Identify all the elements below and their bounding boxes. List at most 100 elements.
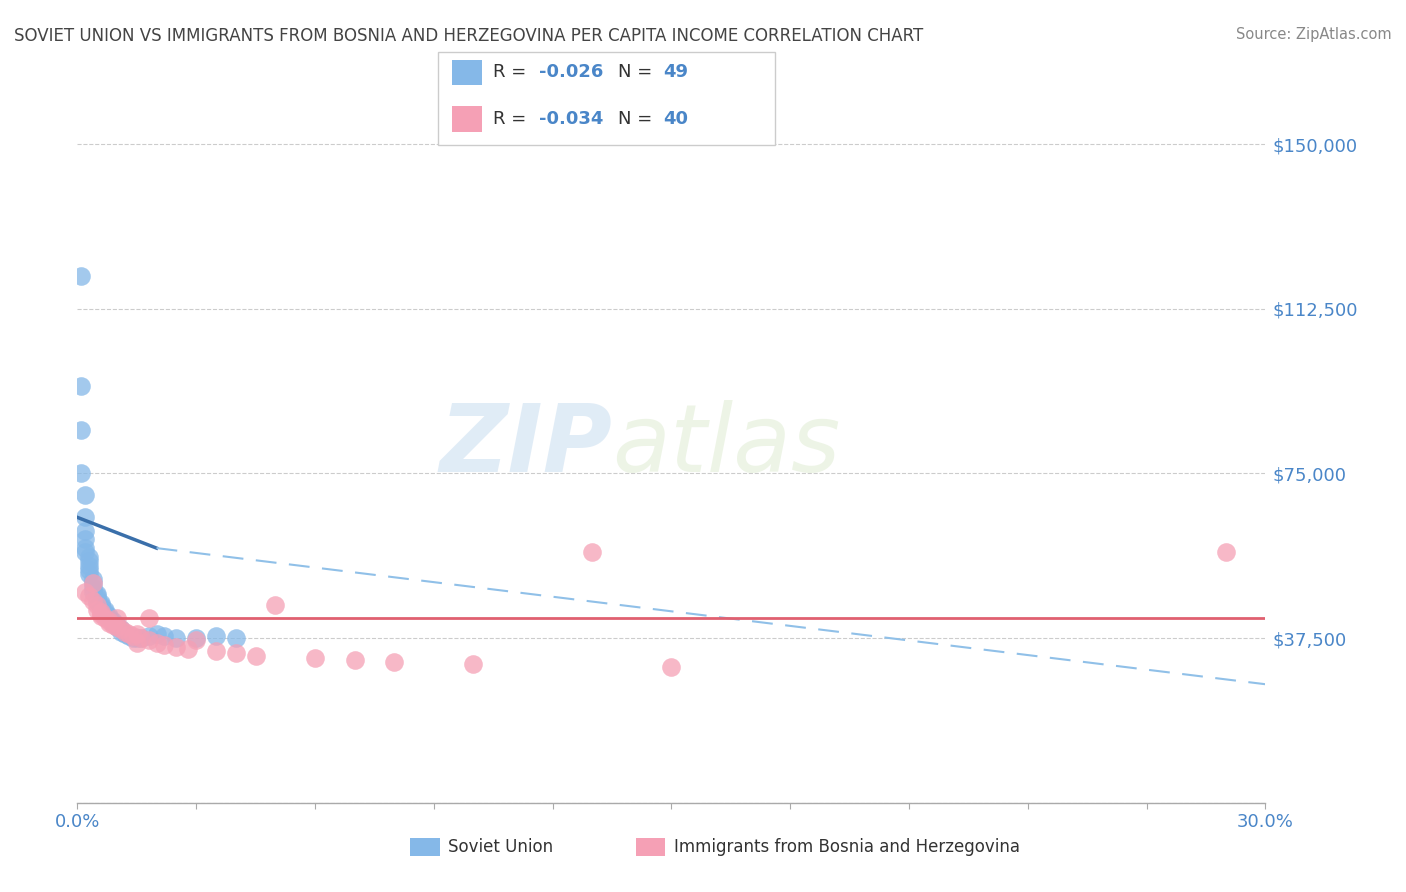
Point <box>94 605 117 619</box>
Text: Soviet Union: Soviet Union <box>449 838 553 856</box>
Point <box>110 623 132 637</box>
Point <box>125 626 148 640</box>
Point <box>82 572 104 586</box>
Text: atlas: atlas <box>612 401 841 491</box>
Point <box>90 607 112 621</box>
Point <box>225 631 247 645</box>
Point <box>145 626 167 640</box>
Point <box>382 655 405 669</box>
Point <box>77 549 100 564</box>
Point <box>463 657 485 672</box>
Text: N =: N = <box>619 110 658 128</box>
Text: Source: ZipAtlas.com: Source: ZipAtlas.com <box>1236 27 1392 42</box>
Point <box>86 598 108 612</box>
Point <box>82 594 104 608</box>
Point <box>94 607 117 621</box>
Point <box>75 541 97 555</box>
Point <box>82 581 104 595</box>
Point <box>77 554 100 568</box>
Point <box>165 631 187 645</box>
Point <box>77 590 100 604</box>
Point <box>264 598 287 612</box>
Point <box>153 638 176 652</box>
Point <box>98 609 121 624</box>
Point <box>129 631 152 645</box>
Point <box>90 596 112 610</box>
Point <box>145 635 167 649</box>
Point <box>70 378 93 392</box>
Point <box>75 488 97 502</box>
Point <box>343 653 366 667</box>
Point <box>205 629 228 643</box>
Point <box>1215 545 1237 559</box>
Text: SOVIET UNION VS IMMIGRANTS FROM BOSNIA AND HERZEGOVINA PER CAPITA INCOME CORRELA: SOVIET UNION VS IMMIGRANTS FROM BOSNIA A… <box>14 27 924 45</box>
Point <box>101 614 124 628</box>
Point <box>86 587 108 601</box>
Point <box>125 635 148 649</box>
Point <box>86 602 108 616</box>
Point <box>186 631 208 645</box>
Point <box>125 631 148 645</box>
Point <box>70 423 93 437</box>
Point <box>75 545 97 559</box>
Point <box>98 611 121 625</box>
Point <box>661 659 683 673</box>
Point <box>90 600 112 615</box>
Point <box>129 631 152 645</box>
Point <box>110 623 132 637</box>
Text: R =: R = <box>494 110 533 128</box>
Point <box>165 640 187 654</box>
Point <box>118 626 141 640</box>
Text: N =: N = <box>619 63 658 81</box>
Point <box>304 651 326 665</box>
Point <box>98 615 121 630</box>
Point <box>98 614 121 628</box>
Point <box>77 563 100 577</box>
Point <box>86 594 108 608</box>
Bar <box>411 838 440 856</box>
Point <box>114 624 136 639</box>
Point <box>75 510 97 524</box>
Point <box>70 268 93 283</box>
Point <box>153 629 176 643</box>
Point <box>82 576 104 591</box>
Text: Immigrants from Bosnia and Herzegovina: Immigrants from Bosnia and Herzegovina <box>673 838 1019 856</box>
Point <box>121 631 143 645</box>
Bar <box>451 60 481 86</box>
Point <box>86 591 108 606</box>
Bar <box>636 838 665 856</box>
Text: -0.034: -0.034 <box>538 110 603 128</box>
FancyBboxPatch shape <box>437 52 775 145</box>
Point <box>138 611 160 625</box>
Point <box>105 611 128 625</box>
Point <box>581 545 603 559</box>
Point <box>101 618 124 632</box>
Text: R =: R = <box>494 63 533 81</box>
Point <box>225 647 247 661</box>
Text: ZIP: ZIP <box>439 400 612 492</box>
Point <box>205 644 228 658</box>
Point <box>110 624 132 639</box>
Point <box>90 605 112 619</box>
Point <box>186 633 208 648</box>
Point <box>77 558 100 573</box>
Point <box>105 620 128 634</box>
Point <box>101 615 124 630</box>
Point <box>118 629 141 643</box>
Point <box>105 618 128 632</box>
Point <box>94 602 117 616</box>
Point <box>86 590 108 604</box>
Point <box>138 633 160 648</box>
Point <box>121 629 143 643</box>
Point <box>75 524 97 538</box>
Point <box>245 648 267 663</box>
Point <box>94 611 117 625</box>
Point <box>114 626 136 640</box>
Point <box>77 567 100 582</box>
Text: -0.026: -0.026 <box>538 63 603 81</box>
Point <box>82 576 104 591</box>
Point <box>90 598 112 612</box>
Text: 49: 49 <box>664 63 689 81</box>
Point <box>177 642 200 657</box>
Bar <box>451 106 481 132</box>
